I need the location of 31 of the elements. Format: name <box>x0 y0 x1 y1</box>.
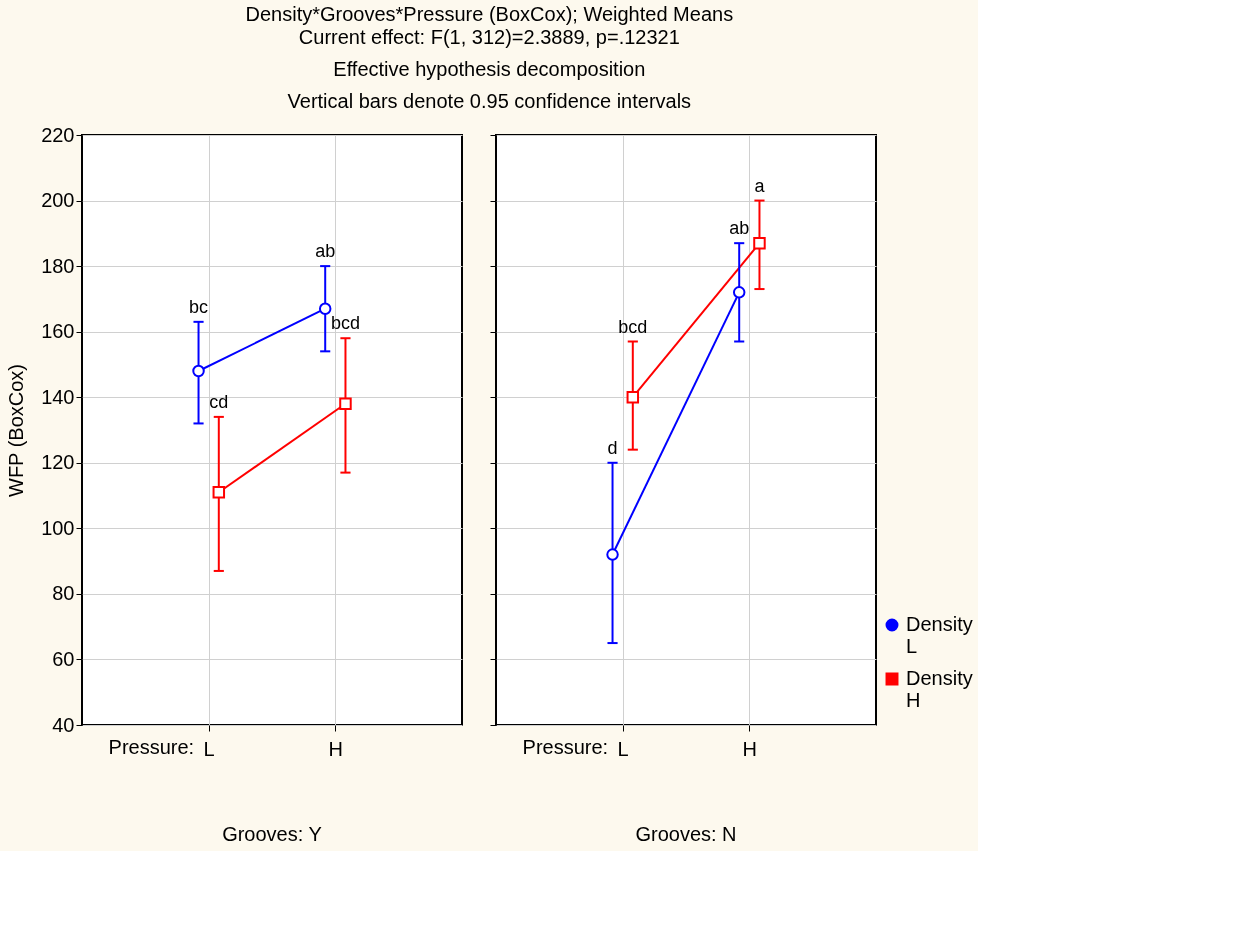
x-axis-title: Pressure: <box>522 735 609 758</box>
x-tick-label: H <box>328 737 344 760</box>
annotation: bcd <box>330 313 360 334</box>
chart-title: Density*Grooves*Pressure (BoxCox); Weighted Means <box>245 3 734 25</box>
y-tick-label: 100 <box>41 516 75 539</box>
x-tick-label: L <box>617 737 629 760</box>
y-tick-label: 180 <box>41 254 75 277</box>
legend-label: Density L <box>906 613 973 657</box>
annotation: ab <box>729 218 750 239</box>
x-axis-title: Pressure: <box>108 735 195 758</box>
annotation: bc <box>189 296 209 317</box>
x-tick-label: H <box>742 737 758 760</box>
annotation: ab <box>315 241 336 262</box>
annotation: bcd <box>618 316 648 337</box>
y-tick-label: 40 <box>52 713 75 736</box>
y-tick-label: 220 <box>41 123 75 146</box>
y-tick-label: 120 <box>41 451 75 474</box>
y-tick-label: 200 <box>41 189 75 212</box>
annotation: cd <box>209 391 229 412</box>
y-tick-label: 160 <box>41 320 75 343</box>
text: Grooves: N <box>635 823 737 845</box>
legend-label: Density H <box>906 667 973 711</box>
chart-subtitle: Current effect: F(1, 312)=2.3889, p=.12321 Effective hypothesis decomposition Vertical bars denote 0.95 confidence intervals <box>287 26 692 112</box>
text: Grooves: Y <box>222 823 322 845</box>
y-tick-label: 140 <box>41 385 75 408</box>
x-tick-label: L <box>203 737 215 760</box>
annotation: a <box>754 175 766 196</box>
y-axis-title: WFP (BoxCox) <box>5 364 28 497</box>
y-tick-label: 60 <box>52 647 75 670</box>
annotation: d <box>607 437 618 458</box>
y-tick-label: 80 <box>52 582 75 605</box>
